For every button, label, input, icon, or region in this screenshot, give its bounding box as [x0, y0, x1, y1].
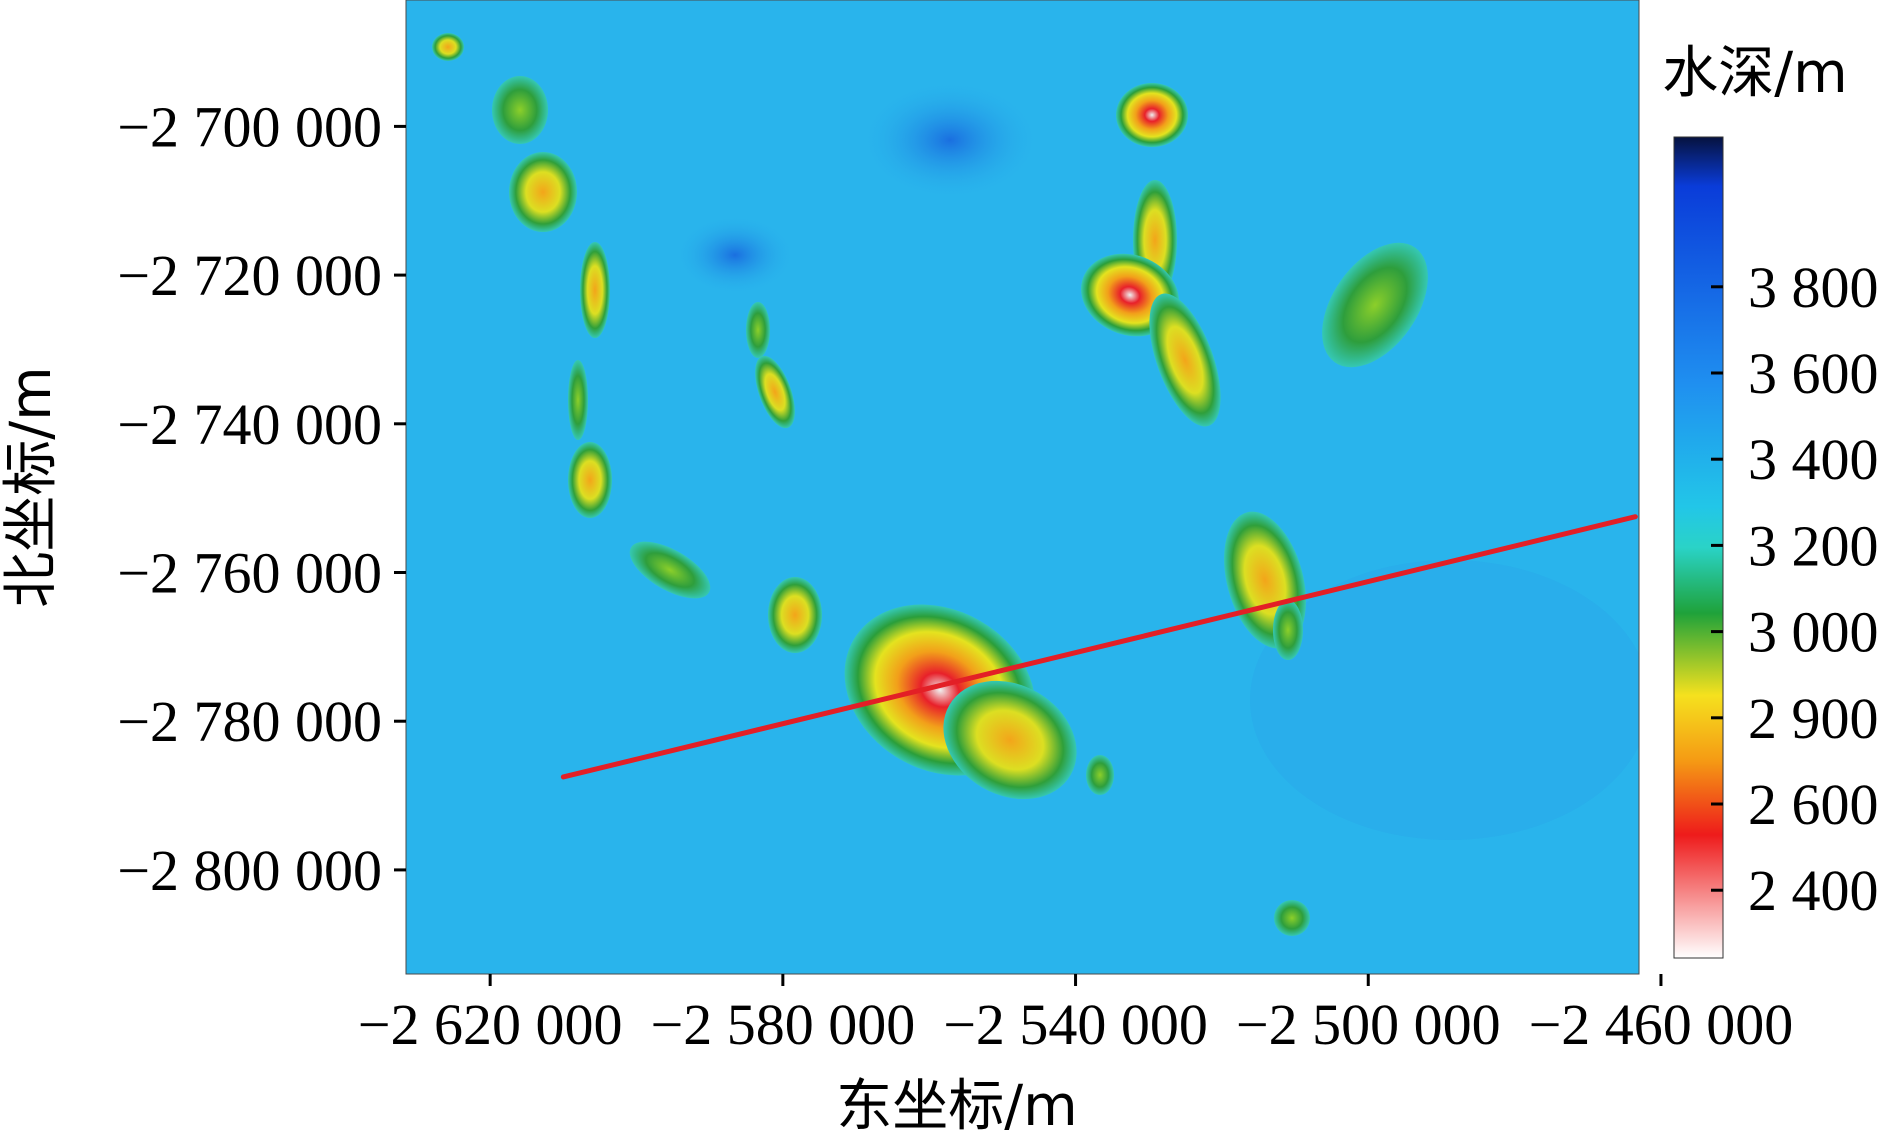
y-tick-label: −2 780 000: [117, 689, 382, 754]
x-tick-label: −2 620 000: [358, 992, 623, 1057]
profile-line: [560, 514, 1638, 780]
y-axis-title: 北坐标/m: [0, 366, 64, 607]
map-frame: [405, 0, 1640, 975]
colorbar: 水深/m 3 800 3 600 3 400 3 200 3 000 2 900 2 600…: [1662, 41, 1879, 959]
x-tick-label: −2 500 000: [1236, 992, 1501, 1057]
colorbar-tick-label: 2 900: [1748, 686, 1879, 751]
x-axis-title: 东坐标/m: [836, 1074, 1077, 1139]
deep-zone: [1250, 560, 1639, 840]
colorbar-tick-label: 2 400: [1748, 858, 1879, 923]
colorbar-tick-label: 3 400: [1748, 427, 1879, 492]
deep-zone: [675, 215, 795, 295]
colorbar-gradient: [1673, 136, 1724, 959]
x-tick-label: −2 540 000: [943, 992, 1208, 1057]
x-axis: −2 620 000 −2 580 000 −2 540 000 −2 500 000…: [358, 974, 1794, 1057]
colorbar-ticks: 3 800 3 600 3 400 3 200 3 000 2 900 2 600 2 400: [1711, 255, 1879, 923]
y-tick-label: −2 800 000: [117, 838, 382, 903]
colorbar-tick-label: 3 000: [1748, 600, 1879, 665]
colorbar-tick-label: 3 600: [1748, 341, 1879, 406]
bathymetry-map: [406, 0, 1639, 974]
y-tick-label: −2 740 000: [117, 392, 382, 457]
x-tick-label: −2 580 000: [650, 992, 915, 1057]
seamount-group: [432, 33, 1428, 936]
y-tick-label: −2 720 000: [117, 243, 382, 308]
colorbar-tick-label: 2 600: [1748, 772, 1879, 837]
y-axis: −2 700 000 −2 720 000 −2 740 000 −2 760 000…: [117, 94, 406, 903]
deep-zone: [860, 80, 1040, 200]
colorbar-tick-label: 3 800: [1748, 255, 1879, 320]
colorbar-tick-label: 3 200: [1748, 513, 1879, 578]
colorbar-title: 水深/m: [1662, 41, 1847, 106]
y-tick-label: −2 760 000: [117, 541, 382, 606]
y-tick-label: −2 700 000: [117, 94, 382, 159]
x-tick-label: −2 460 000: [1529, 992, 1794, 1057]
